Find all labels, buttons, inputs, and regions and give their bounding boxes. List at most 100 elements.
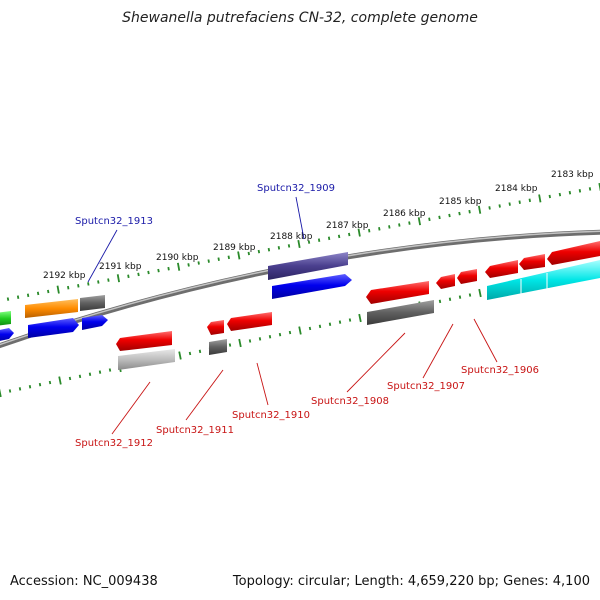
inner-tick [38, 382, 42, 387]
outer-tick [388, 225, 391, 229]
gene-blue-arrow-left[interactable] [0, 328, 14, 342]
outer-tick [167, 266, 170, 271]
gene-blue-arrow-long[interactable] [272, 274, 352, 299]
gene-gray-forward[interactable] [80, 295, 105, 311]
gene-1912-arrow[interactable] [116, 331, 172, 351]
kbp-label-2184: 2184 kbp [495, 184, 538, 194]
inner-tick [0, 388, 2, 398]
kbp-label-2188: 2188 kbp [270, 232, 313, 242]
gene-1906-block[interactable] [487, 260, 600, 300]
outer-tick [327, 236, 331, 241]
kbp-label-2190: 2190 kbp [156, 253, 199, 263]
gene-1912-light[interactable] [118, 349, 175, 370]
inner-tick [298, 326, 302, 335]
gene-label-1910[interactable]: Sputcn32_1910 [232, 410, 310, 421]
gene-blue-arrow-small[interactable] [82, 315, 108, 330]
outer-tick-ring [6, 182, 600, 301]
outer-tick [558, 192, 562, 197]
outer-tick [317, 238, 321, 242]
outer-tick [518, 200, 521, 204]
inner-tick [278, 332, 282, 337]
outer-tick [127, 274, 130, 279]
leader-1910 [256, 362, 269, 406]
map-title: Shewanella putrefaciens CN-32, complete … [122, 10, 478, 26]
outer-tick [297, 239, 301, 249]
outer-tick [267, 247, 271, 252]
inner-tick [48, 380, 52, 385]
outer-tick [287, 244, 291, 248]
outer-tick [237, 251, 241, 260]
gene-label-1913[interactable]: Sputcn32_1913 [75, 216, 153, 227]
outer-tick [187, 263, 190, 267]
outer-tick [107, 278, 110, 282]
outer-tick [36, 291, 40, 296]
inner-tick [228, 343, 232, 347]
inner-tick [468, 293, 472, 297]
inner-tick [358, 313, 362, 323]
gene-green-forward[interactable] [0, 311, 11, 326]
outer-tick [337, 234, 341, 239]
outer-tick [458, 211, 461, 216]
leader-1906 [473, 318, 498, 363]
inner-tick [318, 324, 322, 329]
inner-tick [458, 295, 462, 299]
gene-label-1909[interactable]: Sputcn32_1909 [257, 183, 335, 194]
outer-tick [67, 285, 70, 290]
gene-label-1908[interactable]: Sputcn32_1908 [311, 396, 389, 407]
inner-tick [248, 339, 252, 343]
inner-tick [88, 372, 92, 376]
outer-tick [398, 223, 401, 227]
inner-tick [448, 297, 452, 301]
kbp-label-2186: 2186 kbp [383, 209, 426, 219]
leader-1911 [185, 369, 224, 421]
gene-red-d[interactable] [519, 254, 545, 270]
leader-1913 [87, 229, 118, 283]
gene-red-e[interactable] [547, 241, 600, 265]
gene-label-1912[interactable]: Sputcn32_1912 [75, 438, 153, 449]
gene-1908-arrow[interactable] [366, 281, 429, 304]
outer-tick [16, 295, 20, 299]
outer-tick [498, 204, 501, 208]
kbp-label-2183: 2183 kbp [551, 170, 594, 180]
outer-tick [177, 262, 181, 271]
gene-1913-arrow[interactable] [28, 318, 79, 338]
outer-tick [257, 249, 261, 254]
leader-lines [87, 196, 498, 435]
inner-tick [108, 368, 112, 372]
gene-label-1907[interactable]: Sputcn32_1907 [387, 381, 465, 392]
outer-tick [157, 268, 160, 273]
gene-1909[interactable] [268, 252, 348, 280]
gene-1911-gray[interactable] [209, 339, 227, 355]
outer-tick [417, 217, 421, 226]
gene-labels: Sputcn32_1913 Sputcn32_1909 Sputcn32_191… [75, 183, 539, 449]
outer-tick [528, 198, 531, 203]
outer-tick [137, 272, 140, 277]
leader-1912 [111, 381, 151, 435]
outer-tick [47, 289, 50, 294]
outer-tick [488, 206, 491, 210]
gene-label-1911[interactable]: Sputcn32_1911 [156, 425, 234, 436]
kbp-label-2189: 2189 kbp [213, 243, 256, 253]
gene-label-1906[interactable]: Sputcn32_1906 [461, 365, 539, 376]
outer-tick [277, 246, 281, 250]
outer-tick [448, 213, 451, 218]
gene-1911-arrow[interactable] [207, 320, 224, 335]
forward-genes [0, 252, 600, 326]
gene-red-c[interactable] [485, 260, 518, 278]
gene-gray-reverse-right[interactable] [367, 300, 434, 325]
outer-tick [578, 189, 582, 193]
gene-1910-arrow[interactable] [227, 312, 272, 331]
outer-tick [538, 194, 542, 203]
gene-red-small-b[interactable] [457, 269, 477, 284]
kbp-label-2191: 2191 kbp [99, 262, 142, 272]
inner-tick [68, 376, 72, 381]
leader-1908 [346, 332, 406, 393]
inner-tick [98, 370, 102, 374]
inner-tick [178, 351, 182, 360]
outer-tick [307, 240, 311, 244]
gene-red-small-a[interactable] [436, 274, 455, 289]
kbp-label-2192: 2192 kbp [43, 271, 86, 281]
gene-orange-forward[interactable] [25, 299, 78, 318]
kbp-labels: 2192 kbp 2191 kbp 2190 kbp 2189 kbp 2188… [43, 170, 594, 281]
